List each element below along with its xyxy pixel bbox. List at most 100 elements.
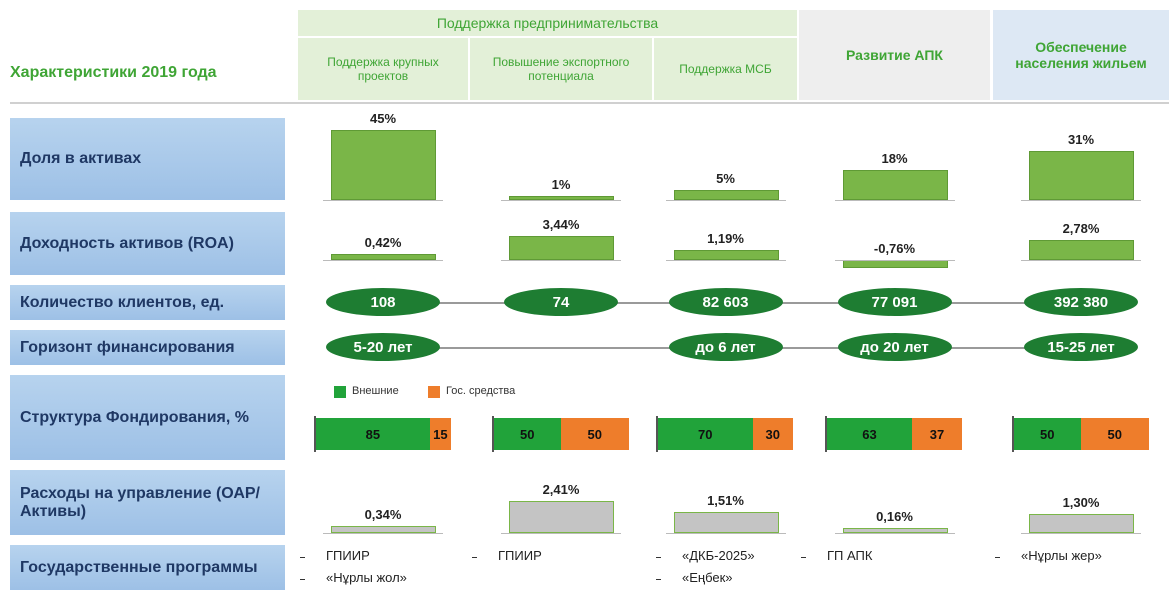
program-item: «Нұрлы жол» bbox=[326, 570, 407, 585]
baseline bbox=[501, 260, 621, 261]
bar-value-label: 1,19% bbox=[707, 230, 744, 246]
oval: 15-25 лет bbox=[1024, 333, 1138, 361]
bar bbox=[1029, 150, 1134, 200]
bar-value-label: 1,30% bbox=[1062, 495, 1100, 511]
funding-segment: 30 bbox=[752, 418, 793, 450]
column-header: Повышение экспортного потенциала bbox=[470, 38, 652, 100]
bar bbox=[509, 195, 614, 200]
bar-value-label: 1% bbox=[551, 176, 571, 192]
bar bbox=[509, 236, 614, 260]
funding-edge bbox=[1011, 416, 1014, 452]
bar bbox=[1029, 240, 1134, 260]
funding-edge bbox=[491, 416, 494, 452]
funding-segment: 15 bbox=[430, 418, 451, 450]
baseline bbox=[665, 533, 786, 534]
oval: 77 091 bbox=[837, 288, 952, 316]
program-dash bbox=[472, 557, 477, 558]
bar bbox=[842, 260, 948, 268]
bar-value-label: 45% bbox=[369, 110, 397, 126]
bar bbox=[331, 525, 436, 533]
funding-segment: 50 bbox=[561, 418, 629, 450]
oval: 392 380 bbox=[1024, 288, 1138, 316]
program-dash bbox=[995, 557, 1000, 558]
program-item: «Нұрлы жер» bbox=[1021, 548, 1102, 563]
row-label: Доля в активах bbox=[10, 118, 285, 200]
program-dash bbox=[801, 557, 806, 558]
bar bbox=[331, 129, 436, 200]
group-header: Поддержка предпринимательства bbox=[298, 10, 797, 36]
program-dash bbox=[300, 579, 305, 580]
bar bbox=[1029, 514, 1134, 533]
baseline bbox=[834, 260, 955, 261]
oval: 5-20 лет bbox=[326, 333, 440, 361]
baseline bbox=[501, 533, 621, 534]
baseline bbox=[665, 260, 786, 261]
bar-value-label: 0,42% bbox=[364, 235, 402, 251]
program-item: «Еңбек» bbox=[682, 570, 733, 585]
legend-label: Внешние bbox=[352, 385, 399, 397]
program-item: ГПИИР bbox=[326, 548, 370, 563]
bar-value-label: 0,16% bbox=[876, 509, 913, 525]
bar bbox=[673, 189, 779, 200]
funding-segment: 50 bbox=[493, 418, 561, 450]
bar bbox=[509, 501, 614, 533]
bar-value-label: 5% bbox=[716, 170, 735, 186]
header-title: Характеристики 2019 года bbox=[10, 64, 217, 81]
column-header: Обеспечение населения жильем bbox=[993, 10, 1169, 100]
funding-edge bbox=[313, 416, 316, 452]
row-label: Количество клиентов, ед. bbox=[10, 285, 285, 320]
bar-value-label: -0,76% bbox=[873, 241, 916, 256]
bar-value-label: 0,34% bbox=[364, 506, 402, 522]
oval: до 20 лет bbox=[837, 333, 952, 361]
bar-value-label: 1,51% bbox=[707, 492, 744, 508]
program-item: ГП АПК bbox=[827, 548, 873, 563]
bar-value-label: 18% bbox=[881, 151, 908, 166]
funding-segment: 50 bbox=[1081, 418, 1149, 450]
baseline bbox=[1021, 200, 1141, 201]
funding-segment: 63 bbox=[827, 418, 913, 450]
program-item: «ДКБ-2025» bbox=[682, 548, 755, 563]
bar bbox=[673, 511, 779, 533]
bar-value-label: 31% bbox=[1067, 131, 1095, 147]
baseline bbox=[1021, 260, 1141, 261]
oval: до 6 лет bbox=[668, 333, 783, 361]
baseline bbox=[501, 200, 621, 201]
bar-value-label: 3,44% bbox=[542, 217, 580, 233]
program-item: ГПИИР bbox=[498, 548, 542, 563]
baseline bbox=[834, 200, 955, 201]
oval: 82 603 bbox=[668, 288, 783, 316]
bar-value-label: 2,41% bbox=[542, 482, 580, 498]
legend-swatch bbox=[428, 386, 440, 398]
header-rule bbox=[10, 102, 1169, 104]
baseline bbox=[323, 260, 443, 261]
bar bbox=[842, 528, 948, 533]
funding-segment: 50 bbox=[1013, 418, 1081, 450]
bar bbox=[842, 170, 948, 200]
baseline bbox=[323, 200, 443, 201]
row-label: Государственные программы bbox=[10, 545, 285, 590]
funding-edge bbox=[825, 416, 827, 452]
row-label: Структура Фондирования, % bbox=[10, 375, 285, 460]
funding-edge bbox=[656, 416, 658, 452]
column-header: Развитие АПК bbox=[799, 10, 990, 100]
legend-swatch bbox=[334, 386, 346, 398]
row-label: Расходы на управление (ОАР/Активы) bbox=[10, 470, 285, 535]
program-dash bbox=[656, 557, 661, 558]
funding-segment: 85 bbox=[315, 418, 431, 450]
baseline bbox=[1021, 533, 1141, 534]
bar-value-label: 2,78% bbox=[1062, 221, 1100, 237]
bar bbox=[673, 249, 779, 260]
row-label: Горизонт финансирования bbox=[10, 330, 285, 365]
program-dash bbox=[300, 557, 305, 558]
oval: 108 bbox=[326, 288, 440, 316]
baseline bbox=[665, 200, 786, 201]
row-label: Доходность активов (ROA) bbox=[10, 212, 285, 275]
oval: 74 bbox=[504, 288, 618, 316]
baseline bbox=[834, 533, 955, 534]
column-header: Поддержка крупных проектов bbox=[298, 38, 468, 100]
funding-segment: 70 bbox=[658, 418, 753, 450]
column-header: Поддержка МСБ bbox=[654, 38, 797, 100]
legend-label: Гос. средства bbox=[446, 385, 516, 397]
bar bbox=[331, 254, 436, 260]
